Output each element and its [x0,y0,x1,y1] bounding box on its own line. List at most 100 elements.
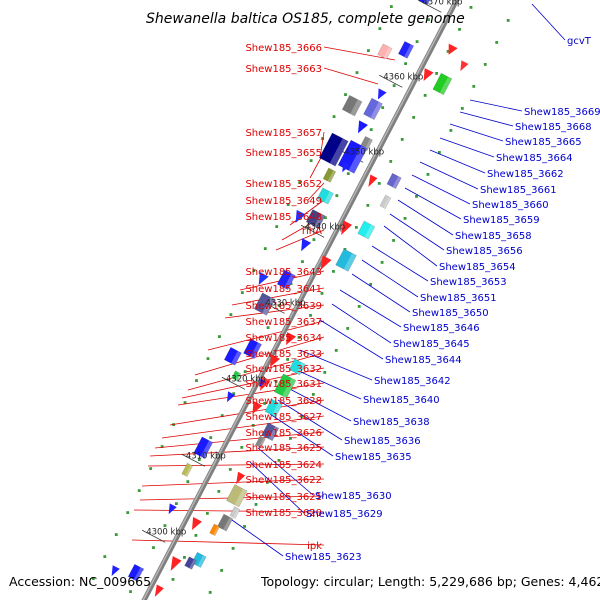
gene-label-left[interactable]: Shew185_3631 [245,379,322,390]
gene-arrow [286,332,297,346]
gene-label-left[interactable]: Shew185_3641 [245,284,322,295]
accession-text: Accession: NC_009665 [9,574,151,589]
gene-arrow [320,255,332,271]
gene-block [341,94,363,117]
kbp-label: 4340 kbp [305,222,345,232]
gene-block [184,556,197,570]
gene-arrow [111,565,120,576]
gene-arrow [341,220,353,235]
gene-label-left[interactable]: Shew185_3628 [245,396,322,407]
gene-label-left[interactable]: Shew185_3655 [245,148,322,159]
gene-label-left[interactable]: Shew185_3622 [245,475,322,486]
gene-label-right[interactable]: Shew185_3662 [487,169,564,180]
gene-arrow [191,516,202,530]
gene-label-right[interactable]: Shew185_3665 [505,137,582,148]
kbp-label: 4360 kbp [383,72,423,82]
gene-label-right[interactable]: Shew185_3660 [472,200,549,211]
kbp-label: 4300 kbp [146,527,186,537]
kbp-ticks [142,0,442,543]
gene-label-left[interactable]: Shew185_3637 [245,317,322,328]
gene-label-right[interactable]: Shew185_3623 [285,552,362,563]
gene-arrow [377,88,387,100]
gene-block [416,0,438,6]
gene-label-right[interactable]: Shew185_3654 [439,262,516,273]
gene-label-right[interactable]: Shew185_3661 [480,185,557,196]
gene-labels: Shew185_3666 Shew185_3663 Shew185_3657 Shew… [245,36,600,563]
gene-block [288,358,306,376]
gene-label-left[interactable]: Shew185_3626 [245,428,322,439]
kbp-label: 4370 kbp [422,0,462,7]
gene-label-left[interactable]: Shew185_3649 [245,196,322,207]
gene-label-left[interactable]: Shew185_3663 [245,64,322,75]
kbp-label: 4330 kbp [265,298,305,308]
gene-block [255,435,266,449]
gene-arrow [342,161,351,173]
gene-block [335,248,357,272]
gene-label-left[interactable]: rihA [302,226,322,237]
gene-label-left[interactable]: Shew185_3620 [245,508,322,519]
gene-block [191,551,207,568]
gene-label-left[interactable]: Shew185_3627 [245,412,322,423]
gene-arrow [259,378,266,388]
gene-arrow [423,68,434,82]
gene-block [397,40,415,59]
gene-label-left[interactable]: Shew185_3666 [245,43,322,54]
gene-label-right[interactable]: Shew185_3635 [335,452,412,463]
gene-label-left[interactable]: Shew185_3657 [245,128,322,139]
gene-label-right[interactable]: Shew185_3664 [496,153,573,164]
track-dots [91,5,510,600]
gene-label-left[interactable]: Shew185_3643 [245,267,322,278]
gene-block [193,436,214,459]
gene-label-right[interactable]: Shew185_3656 [446,246,523,257]
gene-label-left[interactable]: Shew185_3648 [245,212,322,223]
gene-label-left[interactable]: Shew185_3634 [245,333,322,344]
gene-label-right[interactable]: Shew185_3653 [430,277,507,288]
gene-label-right[interactable]: Shew185_3629 [306,509,383,520]
gene-label-right[interactable]: Shew185_3668 [515,122,592,133]
kbp-label: 4350 kbp [344,147,384,157]
gene-label-right[interactable]: gcvT [567,36,592,47]
gene-arrow [154,584,164,598]
gene-label-right[interactable]: Shew185_3669 [524,107,600,118]
gene-label-right[interactable]: Shew185_3659 [463,215,540,226]
gene-block [316,187,334,205]
gene-arrow [170,556,182,571]
gene-label-left[interactable]: Shew185_3632 [245,364,322,375]
map-title: Shewanella baltica OS185, complete genom… [146,11,465,27]
gene-label-left[interactable]: Shew185_3633 [245,349,322,360]
gene-arrow [358,120,369,134]
gene-label-left[interactable]: Shew185_3639 [245,301,322,312]
gene-label-right[interactable]: Shew185_3658 [455,231,532,242]
gene-block [181,462,194,477]
gene-label-right[interactable]: Shew185_3646 [403,323,480,334]
gene-arrow [259,376,271,391]
gene-label-left[interactable]: Shew185_3621 [245,492,322,503]
gene-label-right[interactable]: Shew185_3645 [393,339,470,350]
gene-arrow [236,471,246,485]
gene-block [229,506,241,519]
gene-label-right[interactable]: Shew185_3642 [374,376,451,387]
gene-arrow [252,400,263,414]
gene-label-right[interactable]: Shew185_3644 [385,355,462,366]
gene-arrow [368,174,378,188]
gene-arrow [448,43,458,55]
gene-label-right[interactable]: Shew185_3650 [412,308,489,319]
gene-block [363,97,383,121]
gene-label-left[interactable]: Shew185_3652 [245,179,322,190]
gene-label-right[interactable]: Shew185_3640 [363,395,440,406]
gene-block [253,292,276,316]
gene-block [217,513,234,532]
gene-arrow [301,238,312,252]
gene-label-right[interactable]: Shew185_3638 [353,417,430,428]
kbp-label: 4320 kbp [226,374,266,384]
gene-label-left[interactable]: ipk [307,541,322,552]
gene-label-left[interactable]: Shew185_3625 [245,443,322,454]
gene-block [322,167,337,183]
gene-block [357,220,376,240]
gene-block [209,523,220,537]
gene-label-right[interactable]: Shew185_3636 [344,436,421,447]
gene-label-right[interactable]: Shew185_3630 [315,491,392,502]
gene-label-right[interactable]: Shew185_3651 [420,293,497,304]
gene-label-left[interactable]: Shew185_3624 [245,460,322,471]
